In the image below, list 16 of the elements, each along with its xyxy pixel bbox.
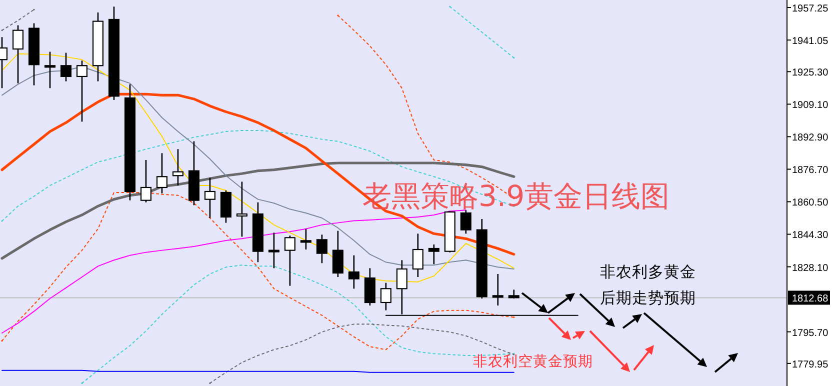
ytick: 1860.50 bbox=[792, 198, 828, 209]
annotation: 非农利多黄金 bbox=[600, 263, 696, 281]
ytick: 1957.25 bbox=[792, 4, 828, 15]
ref-label: 1812.68 bbox=[792, 294, 828, 305]
ytick: 1795.70 bbox=[792, 328, 828, 339]
annotation: 后期走势预期 bbox=[600, 289, 696, 307]
ytick: 1941.05 bbox=[792, 36, 828, 48]
ytick: 1925.30 bbox=[792, 68, 828, 79]
ytick: 1779.95 bbox=[792, 359, 828, 370]
ytick: 1828.10 bbox=[792, 262, 828, 274]
ytick: 1909.10 bbox=[792, 100, 828, 112]
ytick: 1844.30 bbox=[792, 230, 828, 242]
ytick: 1876.70 bbox=[792, 165, 828, 176]
annotation: 非农利空黄金预期 bbox=[473, 354, 593, 370]
title: 老黑策略3.9黄金日线图 bbox=[362, 179, 670, 213]
ytick: 1892.90 bbox=[792, 132, 828, 144]
